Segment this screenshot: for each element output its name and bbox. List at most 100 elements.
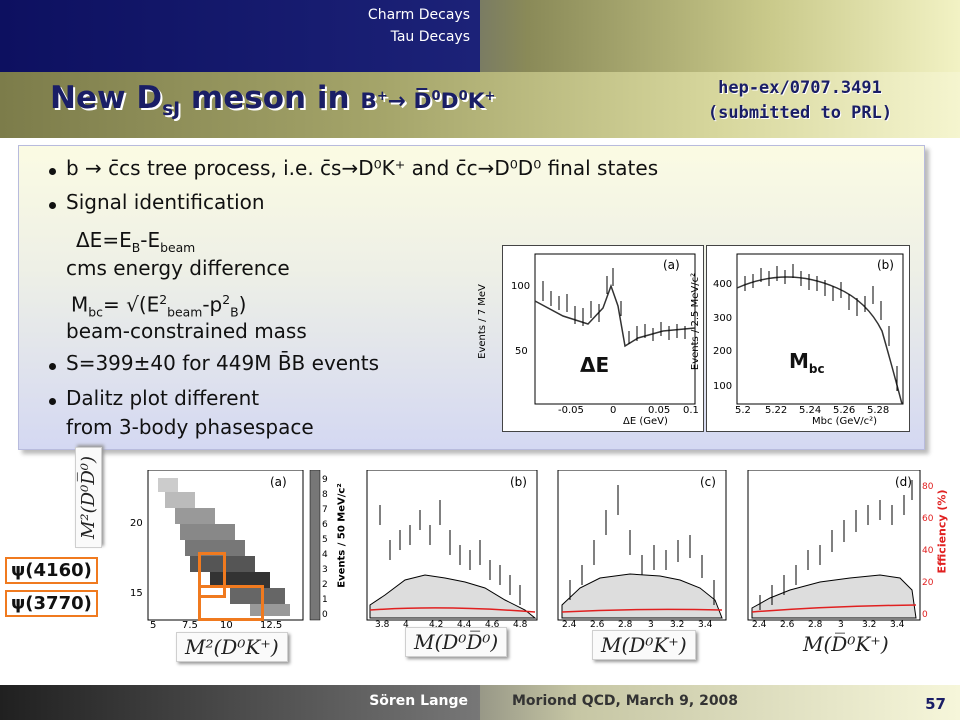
bullet-signal-id: Signal identification <box>66 190 265 214</box>
delta-e-plot: (a) Events / 7 MeV ΔE (GeV) 50 100 -0.05… <box>477 245 704 432</box>
dalitz-plot-panel: (a) 15 20 5 7.5 10 12.5 0 1 2 3 4 5 6 7 … <box>120 470 335 631</box>
panel-b-ylabel: Events / 50 MeV/c² <box>336 483 348 588</box>
formula-m-d0k: M(D⁰K⁺) <box>592 630 696 660</box>
mass-d0bark-graphic <box>747 470 921 621</box>
bullet-tree-process: b → c̄cs tree process, i.e. c̄s→D⁰K⁺ and… <box>66 156 659 180</box>
panel-c-xtick: 2.8 <box>618 620 633 630</box>
panel-d-ytick-right: 40 <box>922 546 934 556</box>
psi-3770-highlight-box <box>198 585 264 621</box>
delta-e-plot-ylabel: Events / 7 MeV <box>476 284 488 359</box>
mbc-xtick: 5.24 <box>799 405 822 416</box>
mbc-description: beam-constrained mass <box>66 319 307 343</box>
panel-c-xtick: 3 <box>648 620 654 630</box>
dalitz-ztick: 0 <box>322 610 328 620</box>
mbc-plot-tag: (b) <box>877 258 894 272</box>
panel-d-xtick: 3.2 <box>862 620 877 630</box>
delta-e-plot-tag: (a) <box>663 258 680 272</box>
bullet-dot <box>49 202 56 209</box>
panel-d-ytick-right: 60 <box>922 514 934 524</box>
mbc-ytick: 200 <box>713 346 733 357</box>
dalitz-xtick: 12.5 <box>260 620 283 631</box>
mass-d0bark-histogram: (d) Efficiency (%) 0 20 40 60 80 2.4 2.6… <box>740 470 948 630</box>
panel-b-xtick: 4 <box>403 620 409 630</box>
dalitz-ztick: 7 <box>322 505 328 515</box>
dalitz-plot-tag: (a) <box>270 475 287 489</box>
bullet-dalitz-line1: Dalitz plot different <box>66 386 260 410</box>
mbc-xtick: 5.22 <box>765 405 788 416</box>
panel-c-xtick: 2.4 <box>562 620 577 630</box>
mass-d0d0-graphic <box>366 470 538 621</box>
panel-d-ytick-right: 80 <box>922 482 934 492</box>
panel-c-xtick: 2.6 <box>590 620 605 630</box>
mbc-plot-label: Mbc <box>789 349 825 376</box>
panel-c-tag: (c) <box>700 475 716 489</box>
nav-item-charm-decays[interactable]: Charm Decays <box>367 7 470 23</box>
delta-e-definition: ΔE=EB-Ebeam <box>76 228 196 255</box>
delta-e-xtick: 0.05 <box>648 405 671 416</box>
formula-m-d0bark: M(D̅⁰K⁺) <box>795 630 897 658</box>
panel-b-tag: (b) <box>510 475 527 489</box>
formula-m-d0d0bar: M(D⁰D̅⁰) <box>405 627 508 657</box>
panel-d-xtick: 2.6 <box>780 620 795 630</box>
dalitz-xtick: 5 <box>150 620 157 631</box>
dalitz-ztick: 1 <box>322 595 328 605</box>
dalitz-xtick: 7.5 <box>182 620 198 631</box>
reference-status: (submitted to PRL) <box>707 103 893 123</box>
delta-e-xtick: 0 <box>610 405 617 416</box>
panel-d-ytick-right: 20 <box>922 578 934 588</box>
panel-c-xtick: 3.2 <box>670 620 685 630</box>
nav-box <box>0 0 480 72</box>
mbc-ytick: 400 <box>713 279 733 290</box>
delta-e-ytick: 50 <box>515 346 528 357</box>
dalitz-y-axis-formula: M²(D⁰D̅⁰) <box>75 447 102 548</box>
panel-d-xtick: 2.8 <box>808 620 823 630</box>
panel-d-xtick: 2.4 <box>752 620 767 630</box>
mbc-xtick: 5.2 <box>735 405 751 416</box>
bullet-dot <box>49 398 56 405</box>
mbc-plot-xlabel: Mbc (GeV/c²) <box>812 416 878 427</box>
delta-e-xtick: -0.05 <box>558 405 584 416</box>
dalitz-ztick: 4 <box>322 550 328 560</box>
delta-e-xtick: 0.1 <box>683 405 699 416</box>
conference-name: Moriond QCD, March 9, 2008 <box>512 693 739 709</box>
mbc-plot: (b) Events / 2.5 MeV/c² Mbc (GeV/c²) 100… <box>690 245 910 432</box>
panel-b-xtick: 3.8 <box>375 620 390 630</box>
delta-e-description: cms energy difference <box>66 256 290 280</box>
mass-d0k-graphic <box>557 470 727 621</box>
dalitz-ytick: 20 <box>130 518 143 529</box>
panel-b-xtick: 4.6 <box>485 620 500 630</box>
dalitz-ztick: 2 <box>322 580 328 590</box>
footer-left-band <box>0 685 480 720</box>
mbc-plot-ylabel: Events / 2.5 MeV/c² <box>690 272 702 371</box>
delta-e-plot-graphic <box>534 253 696 405</box>
delta-e-ytick: 100 <box>511 281 531 292</box>
bullet-dot <box>49 363 56 370</box>
mbc-definition: Mbc= √(E2beam-p2B) <box>71 292 247 320</box>
panel-d-ytick-right: 0 <box>922 610 928 620</box>
title-band <box>0 72 960 138</box>
nav-item-tau-decays[interactable]: Tau Decays <box>390 29 470 45</box>
delta-e-plot-label: ΔE <box>580 353 610 377</box>
panel-b-xtick: 4.2 <box>429 620 444 630</box>
dalitz-ztick: 6 <box>322 520 328 530</box>
formula-m2-d0k: M²(D⁰K⁺) <box>176 632 288 662</box>
bullet-dot <box>49 168 56 175</box>
psi-4160-highlight-box <box>198 552 226 598</box>
slide-title: New DsJ meson in B+→ D̅0D0K+ <box>50 80 496 121</box>
presenter-name: Sören Lange <box>369 693 468 709</box>
panel-d-tag: (d) <box>895 475 912 489</box>
reference-arxiv[interactable]: hep-ex/0707.3491 <box>718 78 882 98</box>
panel-d-xtick: 3 <box>838 620 844 630</box>
panel-d-xtick: 3.4 <box>890 620 905 630</box>
mbc-ytick: 300 <box>713 313 733 324</box>
dalitz-ztick: 8 <box>322 490 328 500</box>
mbc-xtick: 5.26 <box>833 405 856 416</box>
dalitz-ztick: 3 <box>322 565 328 575</box>
dalitz-ztick: 9 <box>322 475 328 485</box>
panel-b-xtick: 4.8 <box>513 620 528 630</box>
dalitz-plot-graphic <box>147 470 321 621</box>
bullet-signal-yield: S=399±40 for 449M B̄B events <box>66 351 380 375</box>
bullet-dalitz-line2: from 3-body phasespace <box>66 415 314 439</box>
psi-3770-label: ψ(3770) <box>5 590 98 617</box>
psi-4160-label: ψ(4160) <box>5 557 98 584</box>
